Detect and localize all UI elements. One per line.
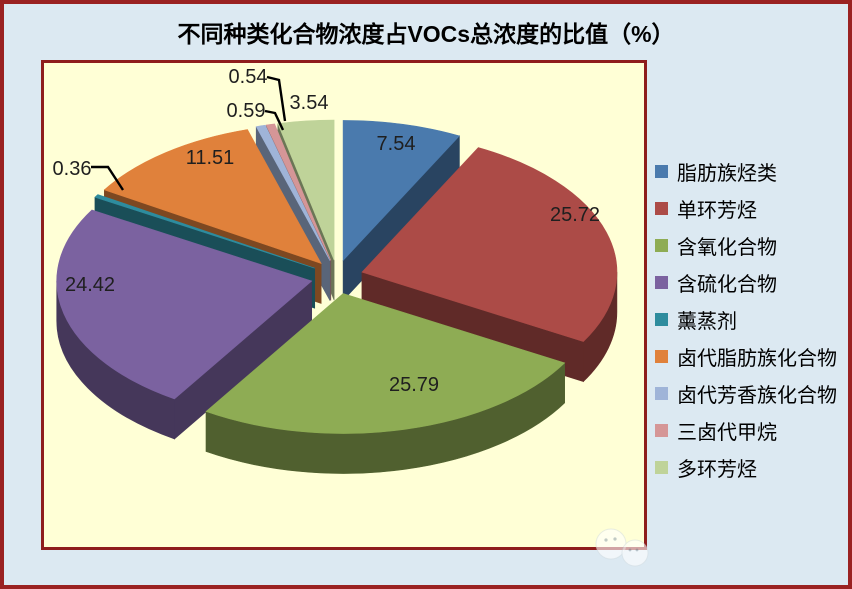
legend: 脂肪族烃类单环芳烃含氧化合物含硫化合物薰蒸剂卤代脂肪族化合物 卤代芳香族化合物 三卤… — [655, 159, 848, 492]
legend-swatch-icon — [655, 386, 668, 400]
legend-label: 薰蒸剂 — [677, 310, 737, 333]
leader-line-薰蒸剂 — [91, 165, 125, 191]
legend-swatch-icon — [655, 238, 668, 252]
legend-item-三卤代甲烷: 三卤代甲烷 — [655, 418, 848, 444]
legend-swatch-icon — [655, 312, 668, 326]
pie-slice-卤代脂肪族化合物 — [103, 129, 322, 265]
chart-title: 不同种类化合物浓度占VOCs总浓度的比值（%） — [177, 21, 675, 47]
legend-item-单环芳烃: 单环芳烃 — [655, 196, 848, 222]
legend-swatch-icon — [655, 201, 668, 215]
value-label-多环芳烃: 3.54 — [290, 92, 329, 114]
pie-slice-卤代芳香族化合物 — [255, 124, 331, 261]
pie-slice-含硫化合物 — [56, 209, 313, 400]
pie-slice-含氧化合物 — [205, 293, 566, 434]
value-label-卤代脂肪族化合物: 11.51 — [186, 147, 235, 169]
plot-area: 7.54 25.72 25.79 24.42 0.36 11.51 0.59 0.54 3.54 — [41, 60, 647, 550]
legend-item-卤代脂肪族化合物: 卤代脂肪族化合物 — [655, 344, 848, 370]
value-label-脂肪族烃类: 7.54 — [377, 133, 416, 155]
legend-item-卤代芳香族化合物: 卤代芳香族化合物 — [655, 381, 848, 407]
legend-item-多环芳烃: 多环芳烃 — [655, 455, 848, 481]
leader-line-三卤代甲烷 — [266, 75, 287, 122]
legend-swatch-icon — [655, 349, 668, 363]
value-label-薰蒸剂: 0.36 — [53, 158, 92, 180]
legend-label: 单环芳烃 — [677, 199, 757, 222]
legend-swatch-icon — [655, 460, 668, 474]
legend-item-脂肪族烃类: 脂肪族烃类 — [655, 159, 848, 185]
pie-chart: 7.54 25.72 25.79 24.42 0.36 11.51 0.59 0.54 3.54 — [53, 66, 618, 474]
legend-label: 卤代芳香族化合物 — [677, 384, 837, 407]
legend-item-含氧化合物: 含氧化合物 — [655, 233, 848, 259]
leader-line-卤代芳香族化合物 — [264, 109, 285, 131]
legend-label: 含硫化合物 — [677, 273, 777, 296]
legend-swatch-icon — [655, 275, 668, 289]
value-label-三卤代甲烷: 0.54 — [229, 66, 268, 88]
legend-item-含硫化合物: 含硫化合物 — [655, 270, 848, 296]
pie-slice-三卤代甲烷 — [265, 123, 332, 261]
value-label-含氧化合物: 25.79 — [389, 374, 439, 396]
legend-item-薰蒸剂: 薰蒸剂 — [655, 307, 848, 333]
legend-label: 多环芳烃 — [677, 458, 757, 481]
legend-label: 脂肪族烃类 — [677, 162, 777, 185]
pie-slice-单环芳烃 — [361, 147, 618, 342]
pie-slice-脂肪族烃类 — [342, 120, 460, 262]
value-label-含硫化合物: 24.42 — [65, 274, 115, 296]
value-label-卤代芳香族化合物: 0.59 — [227, 100, 266, 122]
pie-slice-薰蒸剂 — [94, 194, 315, 269]
legend-label: 三卤代甲烷 — [677, 421, 777, 444]
legend-label: 卤代脂肪族化合物 — [677, 347, 837, 370]
value-label-单环芳烃: 25.72 — [550, 204, 600, 226]
legend-swatch-icon — [655, 164, 668, 178]
legend-swatch-icon — [655, 423, 668, 437]
legend-label: 含氧化合物 — [677, 236, 777, 259]
pie-slice-多环芳烃 — [277, 119, 335, 261]
